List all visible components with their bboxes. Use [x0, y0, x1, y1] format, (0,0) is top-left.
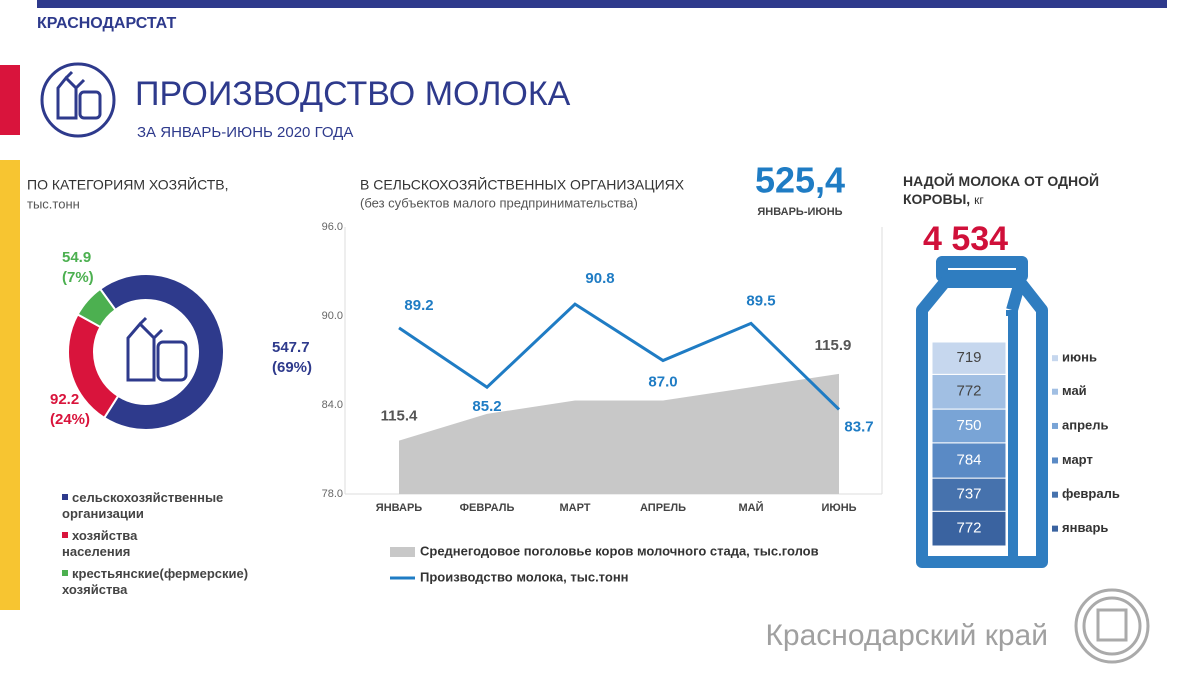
line — [398, 302, 841, 411]
yield-total: 4 534 — [923, 220, 1008, 258]
value-label: 89.2 — [404, 297, 433, 314]
x-tick-label: МАЙ — [738, 501, 763, 514]
legend-label: хозяйства населения — [62, 528, 138, 559]
legend-label: Среднегодовое поголовье коров молочного … — [420, 543, 819, 558]
x-tick-label: АПРЕЛЬ — [640, 502, 686, 514]
yield-title: НАДОЙ МОЛОКА ОТ ОДНОЙ КОРОВЫ, кг — [903, 172, 1133, 209]
value-label: 115.9 — [815, 337, 852, 354]
yellow-accent — [0, 160, 20, 610]
yield-unit: кг — [974, 193, 984, 207]
legend-label: сельскохозяйственные организации — [62, 490, 224, 521]
value-label: 92.2 — [50, 391, 79, 408]
total-period: ЯНВАРЬ-ИЮНЬ — [757, 206, 842, 218]
region: Краснодарский край — [765, 619, 1048, 652]
legend-label: май — [1062, 383, 1087, 398]
segment-label: 784 — [956, 451, 981, 468]
legend-swatch — [1052, 491, 1058, 498]
emblem — [1074, 588, 1150, 664]
segment-label: 772 — [956, 520, 981, 537]
legend-label: февраль — [1062, 486, 1120, 501]
value-label: 54.9 — [62, 249, 91, 266]
share-label: (7%) — [62, 269, 94, 286]
donut-unit: тыс.тонн — [27, 196, 80, 211]
legend-swatch — [1052, 525, 1058, 532]
donut-icon — [126, 316, 188, 382]
x-tick-label: ИЮНЬ — [821, 502, 856, 514]
line-subtitle: (без субъектов малого предпринимательств… — [360, 195, 638, 210]
value-label: 87.0 — [648, 373, 677, 390]
line-title: В СЕЛЬСКОХОЗЯЙСТВЕННЫХ ОРГАНИЗАЦИЯХ — [360, 176, 685, 193]
value-label: 83.7 — [844, 418, 873, 435]
milk-icon — [40, 62, 116, 138]
donut-title: ПО КАТЕГОРИЯМ ХОЗЯЙСТВ, — [27, 176, 229, 193]
value-label: 85.2 — [472, 398, 501, 415]
legend-swatch — [1052, 388, 1058, 395]
legend-swatch — [1052, 355, 1058, 362]
carton — [916, 256, 1048, 568]
segment-label: 737 — [956, 486, 981, 503]
value-label: 115.4 — [381, 408, 418, 425]
legend-entry: хозяйства населения — [62, 528, 172, 560]
x-tick-label: МАРТ — [559, 502, 590, 514]
red-accent — [0, 65, 20, 135]
legend-swatch — [62, 532, 68, 538]
total-production: 525,4 — [755, 160, 845, 201]
legend-label: март — [1062, 452, 1093, 467]
legend-label: январь — [1062, 520, 1108, 535]
org: КРАСНОДАРСТАТ — [37, 15, 176, 32]
y-tick-label: 78.0 — [322, 488, 343, 500]
top-bar — [37, 0, 1167, 8]
segment-label: 719 — [956, 349, 981, 366]
segment-label: 772 — [956, 383, 981, 400]
value-label: 89.5 — [746, 292, 775, 309]
x-tick-label: ФЕВРАЛЬ — [460, 502, 515, 514]
y-tick-label: 90.0 — [322, 310, 343, 322]
y-tick-label: 84.0 — [322, 399, 343, 411]
share-label: (69%) — [272, 359, 312, 376]
title: ПРОИЗВОДСТВО МОЛОКА — [135, 75, 571, 113]
legend-entry: крестьянские(фермерские) хозяйства — [62, 566, 282, 598]
donut-segment — [76, 287, 117, 329]
y-tick-label: 96.0 — [322, 221, 343, 233]
legend-swatch — [390, 547, 415, 557]
value-label: 547.7 — [272, 339, 310, 356]
legend-label: июнь — [1062, 350, 1097, 365]
stack-segment — [931, 341, 1007, 375]
legend-swatch — [62, 570, 68, 576]
x-tick-label: ЯНВАРЬ — [376, 502, 423, 514]
stack-segment — [931, 408, 1007, 444]
legend-entry: сельскохозяйственные организации — [62, 490, 282, 522]
value-label: 90.8 — [585, 270, 614, 287]
segment-label: 750 — [956, 417, 981, 434]
stack-segment — [931, 510, 1007, 547]
stack-segment — [931, 442, 1007, 479]
stack-segment — [931, 477, 1007, 512]
yield-title-text: НАДОЙ МОЛОКА ОТ ОДНОЙ КОРОВЫ, — [903, 173, 1100, 207]
legend-swatch — [62, 494, 68, 500]
legend-label: Производство молока, тыс.тонн — [420, 569, 629, 584]
subtitle: ЗА ЯНВАРЬ-ИЮНЬ 2020 ГОДА — [137, 124, 353, 141]
share-label: (24%) — [50, 411, 90, 428]
area — [399, 373, 839, 494]
donut-segment — [98, 273, 225, 431]
legend-label: крестьянские(фермерские) хозяйства — [62, 566, 249, 597]
legend-swatch — [1052, 457, 1058, 464]
legend-label: апрель — [1062, 417, 1109, 432]
stack-segment — [931, 373, 1007, 410]
legend-swatch — [1052, 422, 1058, 429]
